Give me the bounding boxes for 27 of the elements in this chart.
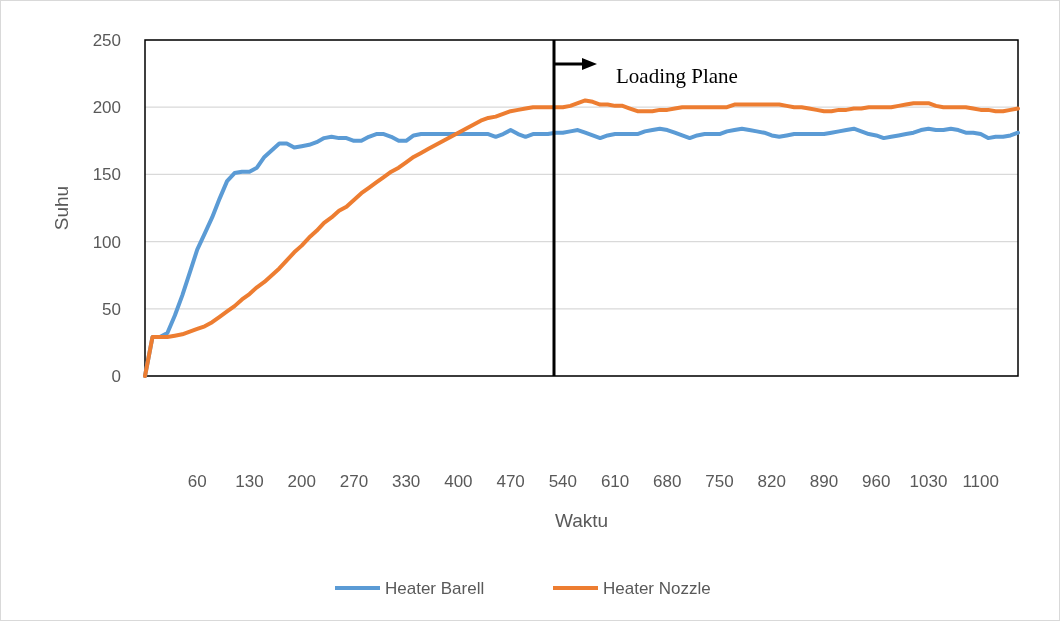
x-tick-label: 680 bbox=[653, 472, 682, 491]
y-axis-title: Suhu bbox=[51, 185, 72, 231]
x-axis-title: Waktu bbox=[554, 510, 609, 531]
x-tick-label: 400 bbox=[444, 472, 473, 491]
y-tick-label: 250 bbox=[92, 30, 121, 50]
y-tick-label: 150 bbox=[92, 165, 121, 185]
x-tick-label: 540 bbox=[548, 472, 578, 491]
y-tick-label: 50 bbox=[102, 299, 121, 319]
x-tick-label: 60 bbox=[187, 472, 207, 491]
legend-label: Heater Barell bbox=[385, 578, 485, 598]
x-tick-label: 330 bbox=[391, 472, 421, 491]
x-tick-label: 130 bbox=[235, 472, 264, 491]
x-tick-label: 960 bbox=[862, 472, 891, 491]
y-tick-label: 0 bbox=[111, 366, 121, 386]
y-tick-label: 200 bbox=[92, 98, 121, 118]
x-tick-label: 750 bbox=[705, 472, 734, 491]
x-tick-label: 1030 bbox=[909, 472, 948, 491]
x-tick-label: 270 bbox=[339, 472, 369, 491]
y-tick-label: 100 bbox=[92, 232, 121, 252]
x-tick-label: 890 bbox=[809, 472, 839, 491]
x-tick-label: 820 bbox=[757, 472, 786, 491]
x-tick-label: 610 bbox=[600, 472, 630, 491]
legend-label: Heater Nozzle bbox=[603, 578, 711, 598]
x-tick-label: 470 bbox=[496, 472, 525, 491]
x-tick-label: 200 bbox=[287, 472, 316, 491]
x-tick-label: 1100 bbox=[962, 472, 999, 491]
annotation: Loading Plane bbox=[616, 64, 738, 88]
